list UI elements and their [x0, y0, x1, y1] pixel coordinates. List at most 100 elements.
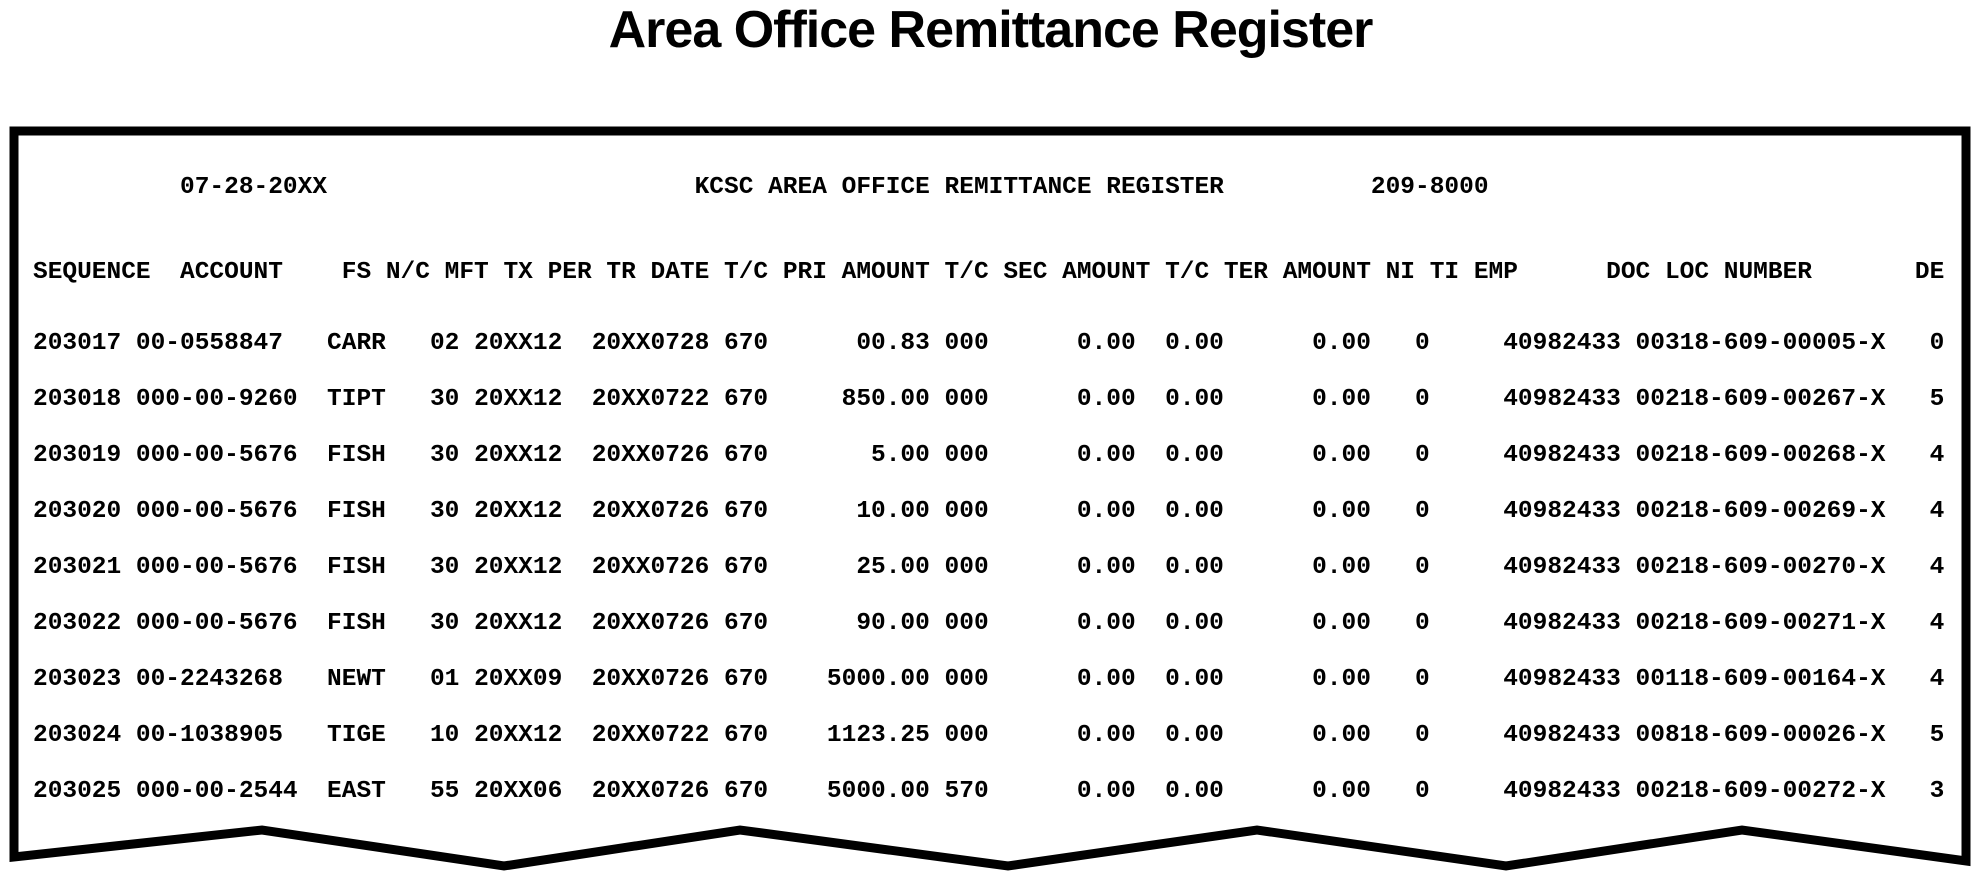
row-field-fs: CARR — [327, 330, 386, 357]
row-field-ter-amount: 0.00 — [1312, 554, 1371, 581]
row-field-emp: 40982433 — [1503, 330, 1621, 357]
col-header-doc: DOC — [1606, 259, 1651, 286]
row-field-de: 5 — [1929, 386, 1945, 413]
row-field-pri-amount: 5000.00 — [826, 778, 930, 805]
col-header-pri: PRI — [782, 259, 827, 286]
torn-edge-border — [9, 126, 1971, 871]
row-field-emp: 40982433 — [1503, 442, 1621, 469]
row-field-tc1: 670 — [724, 610, 769, 637]
row-field-emp: 40982433 — [1503, 386, 1621, 413]
row-field-tr-date: 20XX0722 — [591, 386, 710, 413]
row-field-mft: 10 — [429, 722, 460, 749]
row-field-account: 00-1038905 — [135, 722, 283, 749]
report-header-line: 07-28-20XX KCSC AREA OFFICE REMITTANCE RE… — [33, 174, 1944, 201]
row-field-tx-per: 20XX12 — [474, 554, 563, 581]
row-field-sequence: 203022 — [33, 610, 122, 637]
report-row: 203017 00-0558847 CARR 02 20XX12 20XX0728 670 0… — [33, 330, 1944, 357]
row-field-ni: 0 — [1415, 498, 1430, 525]
col-header-account: ACCOUNT — [180, 259, 283, 286]
row-field-sequence: 203024 — [33, 722, 122, 749]
row-field-tc2: 000 — [944, 498, 989, 525]
col-header-per: PER — [547, 259, 592, 286]
row-field-tc1: 670 — [724, 442, 769, 469]
row-field-emp: 40982433 — [1503, 722, 1621, 749]
col-header-tr: TR — [606, 259, 636, 286]
row-field-ni: 0 — [1415, 666, 1430, 693]
row-field-doc-loc-number: 00218-609-00267-X — [1635, 386, 1886, 413]
row-field-ter-amount: 0.00 — [1312, 610, 1371, 637]
row-field-doc-loc-number: 00218-609-00268-X — [1635, 442, 1886, 469]
col-header-emp: EMP — [1473, 259, 1518, 286]
row-field-tr-date: 20XX0726 — [591, 554, 710, 581]
row-field-tx-per: 20XX12 — [474, 498, 563, 525]
row-field-tc2: 000 — [944, 554, 989, 581]
row-field-tc1: 670 — [724, 330, 769, 357]
report-column-header-row: SEQUENCE ACCOUNT FS N/C MFT TX PER TR DATE T/C PRI… — [33, 259, 1945, 286]
row-field-ni: 0 — [1415, 610, 1430, 637]
row-field-sequence: 203025 — [33, 778, 122, 805]
row-field-de: 4 — [1929, 498, 1945, 525]
row-field-tc3: 0.00 — [1165, 778, 1224, 805]
row-field-account: 000-00-5676 — [135, 498, 298, 525]
col-header-fs: FS — [341, 259, 372, 286]
row-field-sec-amount: 0.00 — [1076, 498, 1136, 525]
row-field-tc2: 570 — [944, 778, 989, 805]
row-field-ter-amount: 0.00 — [1312, 498, 1371, 525]
row-field-sec-amount: 0.00 — [1076, 386, 1136, 413]
col-header-de: DE — [1914, 259, 1945, 286]
row-field-sec-amount: 0.00 — [1076, 778, 1136, 805]
row-field-emp: 40982433 — [1503, 610, 1621, 637]
row-field-mft: 30 — [429, 442, 460, 469]
row-field-tc1: 670 — [724, 666, 769, 693]
row-field-tx-per: 20XX09 — [474, 666, 563, 693]
row-field-tc3: 0.00 — [1165, 722, 1224, 749]
run-date: 07-28-20XX — [180, 174, 328, 201]
row-field-pri-amount: 25.00 — [856, 554, 930, 581]
col-header-ter: TER — [1223, 259, 1268, 286]
row-field-sequence: 203018 — [33, 386, 122, 413]
row-field-mft: 55 — [429, 778, 460, 805]
row-field-pri-amount: 850.00 — [841, 386, 930, 413]
row-field-account: 000-00-5676 — [135, 442, 298, 469]
col-header-sequence: SEQUENCE — [33, 259, 151, 286]
row-field-de: 4 — [1929, 554, 1945, 581]
report-row: 203022 000-00-5676 FISH 30 20XX12 20XX0726 670… — [33, 610, 1944, 637]
row-field-ni: 0 — [1415, 386, 1430, 413]
row-field-tr-date: 20XX0722 — [591, 722, 710, 749]
row-field-tc3: 0.00 — [1165, 666, 1224, 693]
row-field-tx-per: 20XX06 — [474, 778, 563, 805]
row-field-de: 5 — [1929, 722, 1945, 749]
row-field-tc3: 0.00 — [1165, 442, 1224, 469]
row-field-tr-date: 20XX0726 — [591, 610, 710, 637]
row-field-doc-loc-number: 00118-609-00164-X — [1635, 666, 1886, 693]
col-header-pri-amount: AMOUNT — [841, 259, 930, 286]
col-header-number: NUMBER — [1723, 259, 1812, 286]
row-field-pri-amount: 1123.25 — [826, 722, 930, 749]
row-field-tc3: 0.00 — [1165, 498, 1224, 525]
row-field-tc3: 0.00 — [1165, 386, 1224, 413]
col-header-tc-ter: T/C — [1165, 259, 1210, 286]
row-field-tr-date: 20XX0726 — [591, 498, 710, 525]
row-field-tr-date: 20XX0726 — [591, 666, 710, 693]
row-field-tx-per: 20XX12 — [474, 610, 563, 637]
row-field-fs: TIPT — [327, 386, 386, 413]
row-field-mft: 02 — [429, 330, 460, 357]
row-field-tc2: 000 — [944, 386, 989, 413]
col-header-tc-sec: T/C — [944, 259, 989, 286]
col-header-date: DATE — [650, 259, 710, 286]
row-field-sequence: 203019 — [33, 442, 122, 469]
row-field-ter-amount: 0.00 — [1312, 330, 1371, 357]
row-field-ter-amount: 0.00 — [1312, 442, 1371, 469]
row-field-de: 4 — [1929, 442, 1945, 469]
col-header-sec-amount: AMOUNT — [1062, 259, 1151, 286]
row-field-tx-per: 20XX12 — [474, 330, 563, 357]
row-field-emp: 40982433 — [1503, 554, 1621, 581]
row-field-doc-loc-number: 00218-609-00269-X — [1635, 498, 1886, 525]
row-field-sec-amount: 0.00 — [1076, 554, 1136, 581]
report-number: 209-8000 — [1370, 174, 1489, 201]
row-field-ni: 0 — [1415, 778, 1430, 805]
row-field-pri-amount: 5000.00 — [826, 666, 930, 693]
col-header-mft: MFT — [444, 259, 489, 286]
row-field-emp: 40982433 — [1503, 778, 1621, 805]
